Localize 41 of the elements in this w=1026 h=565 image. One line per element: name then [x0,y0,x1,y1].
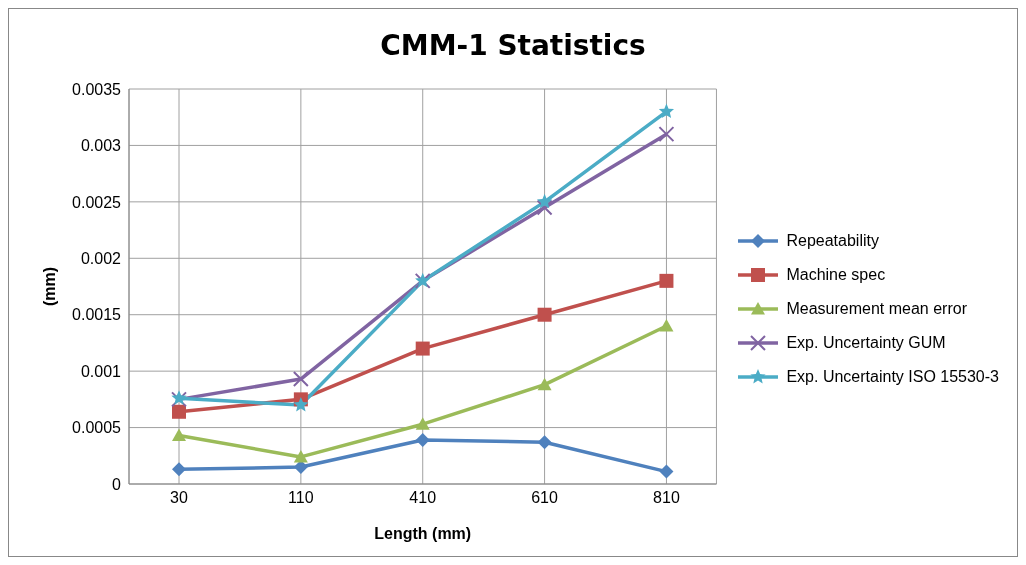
point [415,432,430,447]
x-tick-label: 810 [653,489,680,507]
y-tick-label: 0.001 [80,362,122,380]
point [537,307,552,322]
point [536,193,553,209]
x-tick-label: 30 [170,489,188,507]
x-tick-label: 610 [531,489,559,507]
legend-label: Exp. Uncertainty ISO 15530-3 [786,368,999,386]
x-axis-title: Length (mm) [374,525,472,542]
point [659,319,674,332]
point [537,435,552,450]
y-tick-label: 0 [112,475,122,493]
legend-label: Machine spec [786,266,886,284]
legend-label: Measurement mean error [786,300,967,318]
legend-label: Exp. Uncertainty GUM [786,334,946,352]
legend-label: Repeatability [786,232,879,250]
point [415,341,430,356]
y-axis-title: (mm) [40,266,58,307]
point [659,273,674,288]
point [172,404,186,419]
point [658,126,675,143]
point [659,464,674,479]
y-tick-label: 0.0015 [72,306,122,324]
point [293,397,309,412]
x-tick-label: 110 [288,489,314,507]
point [172,428,186,442]
point [293,460,308,475]
y-tick-label: 0.003 [80,137,122,155]
point [172,462,186,477]
y-tick-label: 0.0005 [72,419,122,437]
point [537,377,552,391]
chart-title: CMM-1 Statistics [379,29,647,64]
y-tick-label: 0.0035 [72,80,122,98]
point [415,417,430,430]
point [658,103,675,119]
point [293,449,308,463]
point [536,199,553,216]
y-tick-label: 0.002 [80,249,122,267]
point [292,371,309,388]
x-tick-label: 410 [409,489,437,507]
y-tick-label: 0.0025 [72,193,122,211]
